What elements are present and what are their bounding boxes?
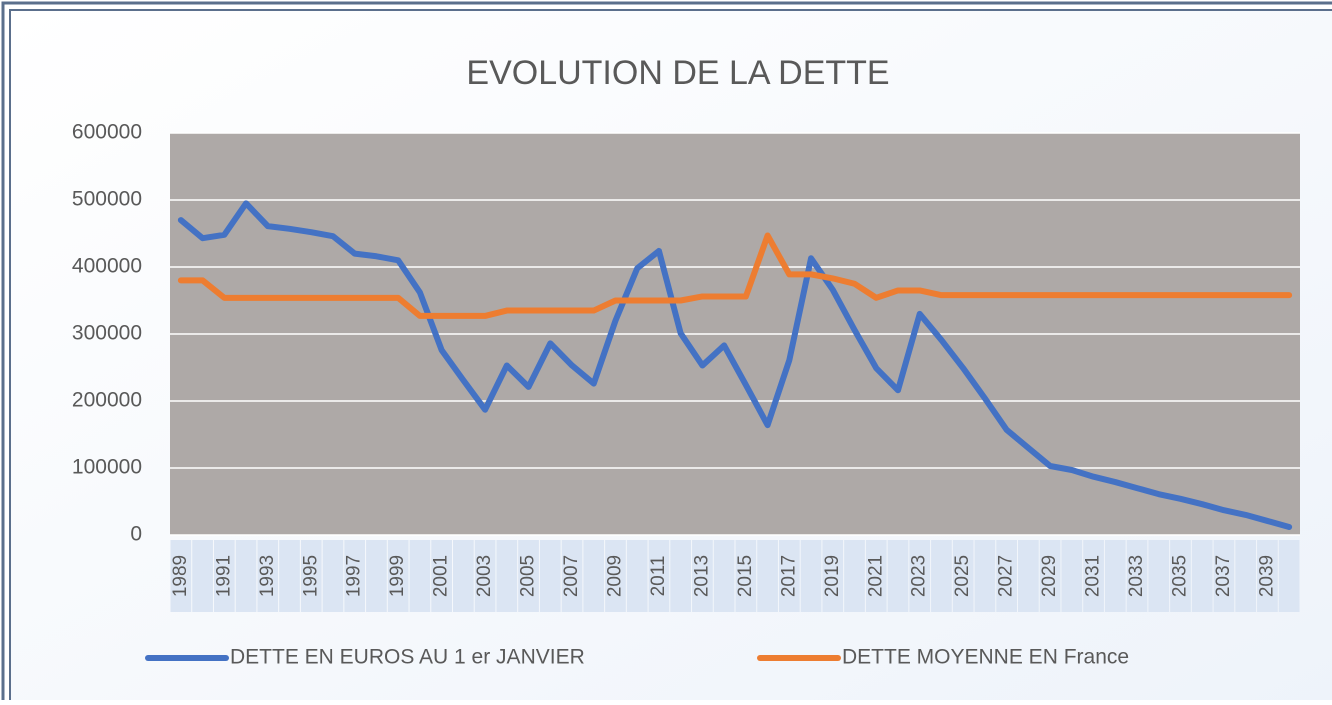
x-label-cell bbox=[822, 540, 844, 612]
y-tick-label: 300000 bbox=[72, 322, 142, 345]
x-tick-label: 2021 bbox=[865, 555, 886, 597]
x-tick-label: 1989 bbox=[170, 555, 191, 597]
y-tick-label: 400000 bbox=[72, 255, 142, 278]
x-label-cell bbox=[170, 540, 192, 612]
x-label-cell bbox=[1148, 540, 1170, 612]
x-label-cell bbox=[757, 540, 778, 612]
x-label-cell bbox=[1191, 540, 1213, 612]
x-tick-label: 1999 bbox=[387, 555, 408, 597]
x-label-cell bbox=[605, 540, 626, 612]
x-tick-label: 2029 bbox=[1039, 555, 1060, 597]
x-label-cell bbox=[474, 540, 496, 612]
x-label-cell bbox=[1061, 540, 1083, 612]
x-label-cell bbox=[1126, 540, 1148, 612]
x-label-cell bbox=[996, 540, 1017, 612]
x-label-cell bbox=[1083, 540, 1104, 612]
x-tick-label: 2027 bbox=[996, 555, 1017, 597]
x-tick-label: 2039 bbox=[1256, 555, 1277, 597]
x-label-cell bbox=[192, 540, 213, 612]
x-label-cell bbox=[800, 540, 822, 612]
x-label-cell bbox=[713, 540, 735, 612]
x-label-cell bbox=[1278, 540, 1300, 612]
x-label-cell bbox=[1257, 540, 1278, 612]
x-label-cell bbox=[974, 540, 996, 612]
x-label-cell bbox=[931, 540, 952, 612]
x-label-cell bbox=[409, 540, 431, 612]
x-label-cell bbox=[692, 540, 713, 612]
x-tick-label: 2015 bbox=[735, 555, 756, 597]
x-label-cell bbox=[1235, 540, 1257, 612]
x-label-cell bbox=[539, 540, 561, 612]
x-tick-label: 2035 bbox=[1169, 555, 1190, 597]
x-tick-label: 2031 bbox=[1083, 555, 1104, 597]
x-label-cell bbox=[257, 540, 279, 612]
x-label-cell bbox=[453, 540, 474, 612]
series-line bbox=[177, 232, 1293, 319]
x-label-cell bbox=[279, 540, 300, 612]
series-line bbox=[177, 200, 1293, 530]
x-label-cell bbox=[1018, 540, 1039, 612]
x-tick-label: 2007 bbox=[561, 555, 582, 597]
x-label-cell bbox=[387, 540, 409, 612]
x-label-cell bbox=[865, 540, 887, 612]
x-tick-label: 2011 bbox=[648, 556, 669, 597]
x-tick-label: 2013 bbox=[691, 555, 712, 597]
x-label-cell bbox=[213, 540, 235, 612]
x-label-cell bbox=[670, 540, 692, 612]
x-tick-label: 2003 bbox=[474, 555, 495, 597]
x-label-cell bbox=[626, 540, 648, 612]
x-label-cell bbox=[344, 540, 366, 612]
x-tick-label: 2033 bbox=[1126, 555, 1147, 597]
x-label-cell bbox=[235, 540, 257, 612]
x-label-cell bbox=[952, 540, 974, 612]
x-label-cell bbox=[1170, 540, 1191, 612]
x-tick-label: 1997 bbox=[344, 555, 365, 597]
x-tick-label: 2025 bbox=[952, 555, 973, 597]
x-tick-label: 2009 bbox=[604, 555, 625, 597]
x-tick-label: 1995 bbox=[300, 555, 321, 597]
x-tick-label: 1991 bbox=[213, 555, 234, 597]
x-label-cell bbox=[322, 540, 344, 612]
x-label-cell bbox=[583, 540, 605, 612]
y-tick-label: 500000 bbox=[72, 188, 142, 211]
x-label-cell bbox=[778, 540, 800, 612]
x-label-cell bbox=[909, 540, 931, 612]
x-label-cell bbox=[1039, 540, 1061, 612]
y-tick-label: 200000 bbox=[72, 389, 142, 412]
x-label-cell bbox=[1104, 540, 1126, 612]
legend-label: DETTE EN EUROS AU 1 er JANVIER bbox=[230, 646, 585, 669]
x-label-cell bbox=[300, 540, 322, 612]
y-tick-label: 600000 bbox=[72, 121, 142, 144]
x-label-cell bbox=[366, 540, 387, 612]
y-tick-label: 100000 bbox=[72, 456, 142, 479]
x-label-cell bbox=[561, 540, 583, 612]
x-label-cell bbox=[648, 540, 670, 612]
x-label-cell bbox=[496, 540, 518, 612]
y-tick-label: 0 bbox=[130, 523, 142, 546]
x-tick-label: 2019 bbox=[822, 555, 843, 597]
x-label-cell bbox=[844, 540, 865, 612]
x-label-cell bbox=[518, 540, 539, 612]
x-tick-label: 1993 bbox=[257, 555, 278, 597]
x-tick-label: 2005 bbox=[518, 555, 539, 597]
x-tick-label: 2037 bbox=[1213, 555, 1234, 597]
x-tick-label: 2017 bbox=[778, 555, 799, 597]
x-label-cell bbox=[735, 540, 757, 612]
x-tick-label: 2023 bbox=[909, 555, 930, 597]
x-label-cell bbox=[1213, 540, 1235, 612]
x-label-cell bbox=[887, 540, 909, 612]
x-tick-label: 2001 bbox=[431, 555, 452, 597]
legend-label: DETTE MOYENNE EN France bbox=[842, 646, 1129, 669]
x-label-cell bbox=[431, 540, 452, 612]
chart-title: EVOLUTION DE LA DETTE bbox=[466, 54, 889, 92]
